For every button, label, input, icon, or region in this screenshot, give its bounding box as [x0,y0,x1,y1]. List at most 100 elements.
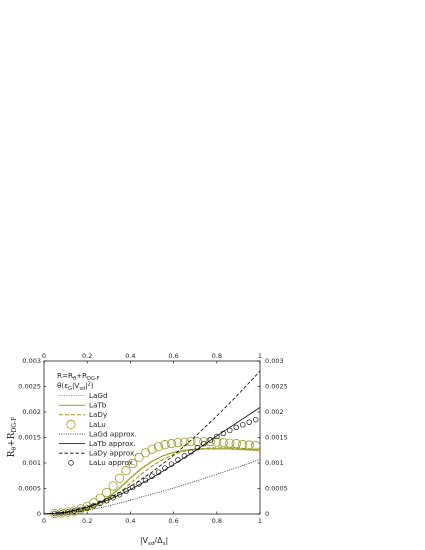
data-point [121,466,131,476]
y-tick-label: 0.0025 [18,383,41,391]
legend-swatch [68,460,74,466]
x-tick-label-top: 1 [258,352,262,360]
data-point [115,473,125,483]
data-point [129,484,136,491]
data-point [166,439,177,449]
data-point [175,457,181,463]
y-tick-label: 0.0015 [18,434,41,442]
series-lalu-approx [52,416,259,517]
y-tick-label: 0.002 [22,408,41,416]
data-point [78,506,84,513]
legend-label: LaLu [89,420,106,429]
data-point [188,449,194,455]
series-lagd [43,448,261,515]
data-point [201,440,207,447]
data-point [244,440,254,450]
legend-entry: LaGd [59,391,108,400]
data-point [238,440,248,450]
legend-entry: LaLu [66,419,106,429]
series-line [43,459,261,515]
data-point [127,458,138,469]
y-tick-label: 0.001 [22,459,41,467]
y-tick-label-right: 0 [265,510,269,518]
data-point [116,491,123,498]
legend-entry: LaTb [59,401,107,410]
data-point [102,487,112,498]
data-point [58,510,64,516]
data-point [155,469,162,475]
series-latb-approx [43,407,261,515]
legend-entry: LaDy [59,410,108,419]
legend-swatch [66,419,76,429]
x-tick-label: 0.2 [82,517,92,525]
series-line [43,407,261,515]
data-point [218,437,228,448]
data-point [123,488,129,494]
legend-entry: LaTb approx. [59,439,136,448]
series-latb [43,448,261,515]
legend: R=Rθ+RDG-F θ(εG|Vsd|2) LaGdLaTbLaDyLaLuL… [57,371,137,467]
legend-header-line2: θ(εG|Vsd|2) [57,381,94,392]
data-point [220,430,226,437]
data-point [140,448,151,458]
y-tick-label-right: 0.003 [265,357,284,365]
x-tick-label-top: 0.2 [82,352,92,360]
y-tick-label-right: 0.002 [265,408,284,416]
data-point [252,416,259,423]
data-point [227,427,233,434]
y-tick-label-right: 0.001 [265,459,284,467]
x-axis-label: |Vsd/Δs| [140,536,168,547]
data-point [110,494,116,501]
series-line [43,370,261,515]
legend-label: LaLu approx. [89,458,135,467]
x-tick-label: 0.6 [168,517,178,525]
y-tick-label-right: 0.0025 [265,383,288,391]
data-point [97,500,103,506]
series-line [43,448,261,515]
data-point [194,445,201,451]
data-point [162,465,168,471]
data-point [153,442,164,452]
y-tick-label: 0 [37,510,41,518]
legend-entry: LaLu approx. [68,458,135,467]
data-point [251,441,261,451]
data-point [103,498,110,504]
data-point [149,473,155,479]
series-lady-approx [43,370,261,515]
data-point [192,436,202,447]
legend-label: LaDy approx. [89,449,137,458]
data-point [160,440,170,450]
data-point [173,437,183,448]
data-point [134,452,144,462]
series-line [43,448,261,515]
data-point [225,438,235,448]
data-point [233,424,239,430]
series-lalu [50,436,261,519]
x-tick-label-top: 0.4 [125,352,135,360]
data-point [240,422,246,428]
x-tick-label-top: 0 [42,352,46,360]
x-tick-label: 0.4 [125,517,135,525]
legend-entry: LaDy approx. [59,449,137,458]
data-point [108,481,118,491]
x-tick-label: 0 [42,517,46,525]
y-tick-label-right: 0.0015 [265,434,288,442]
data-point [207,437,214,443]
x-tick-label-top: 0.8 [212,352,222,360]
y-tick-label: 0.003 [22,357,41,365]
data-point [84,505,90,511]
data-point [147,444,157,454]
data-point [246,419,252,425]
data-point [186,436,196,447]
data-point [181,453,188,459]
legend-label: LaGd approx. [89,429,137,438]
y-tick-label-right: 0.0005 [265,485,288,493]
legend-entry: LaGd approx. [59,429,137,438]
x-tick-label: 1 [258,517,262,525]
data-point [52,510,58,517]
series-lady [43,447,261,515]
y-tick-label: 0.0005 [18,485,41,493]
series-lagd-approx [43,459,261,515]
data-point [231,439,241,449]
